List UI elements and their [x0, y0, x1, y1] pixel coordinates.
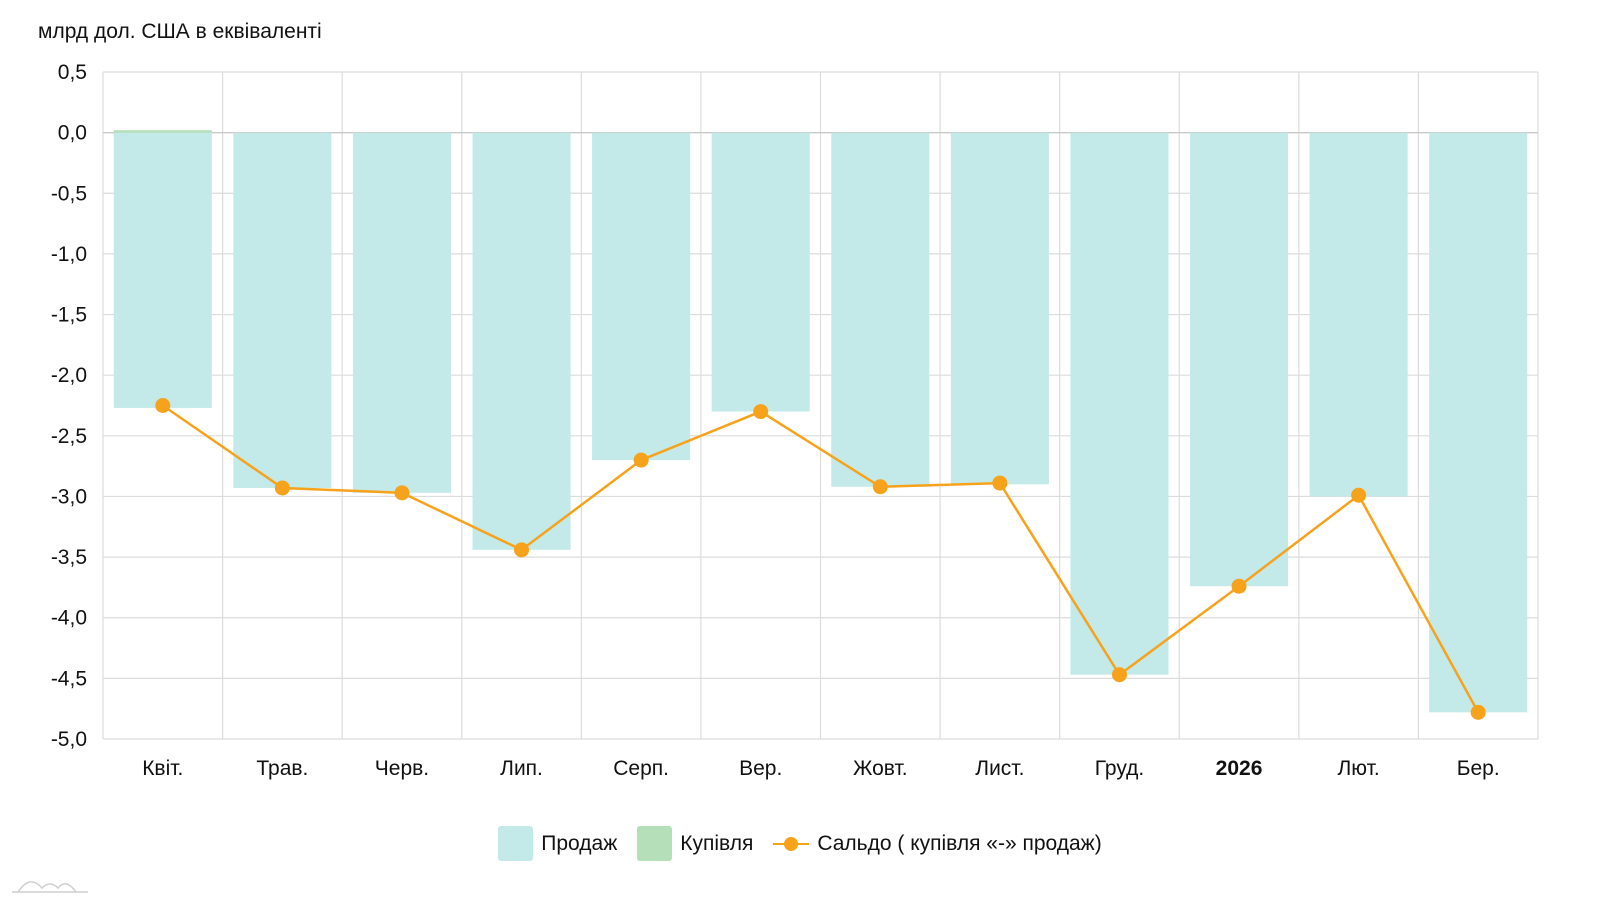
x-tick-label: Лист.: [975, 757, 1024, 780]
bar-sales: [1429, 132, 1528, 713]
x-tick-label: Квіт.: [142, 757, 183, 780]
y-tick-label: -2,5: [51, 425, 87, 448]
bar-sales: [1309, 132, 1408, 497]
legend: Продаж Купівля Сальдо ( купівля «-» прод…: [0, 826, 1600, 861]
y-tick-label: 0,5: [58, 61, 87, 84]
bar-sales: [1190, 132, 1289, 587]
legend-label-sales: Продаж: [541, 831, 618, 855]
x-tick-label: Серп.: [613, 757, 669, 780]
x-tick-label: Лип.: [500, 757, 543, 780]
balance-line-path: [162, 404, 1480, 713]
legend-swatch-balance: [773, 834, 810, 854]
bar-sales: [831, 132, 930, 487]
balance-point[interactable]: [514, 542, 530, 558]
bar-sales: [233, 132, 332, 488]
balance-point[interactable]: [1470, 704, 1486, 720]
bars: [113, 130, 1528, 713]
bar-sales: [352, 132, 451, 493]
legend-label-balance: Сальдо ( купівля «-» продаж): [817, 831, 1102, 855]
x-tick-label: Вер.: [739, 757, 782, 780]
x-tick-label: Груд.: [1095, 757, 1145, 780]
balance-line: [155, 398, 1486, 720]
y-tick-label: -4,5: [51, 667, 87, 690]
legend-swatch-sales: [498, 826, 534, 861]
bar-sales: [711, 132, 810, 412]
legend-item-balance[interactable]: Сальдо ( купівля «-» продаж): [773, 831, 1102, 856]
x-tick-label: Трав.: [256, 757, 308, 780]
y-tick-label: -1,0: [51, 243, 87, 266]
y-tick-label: -3,5: [51, 546, 87, 569]
bar-purchase: [113, 130, 212, 133]
balance-point[interactable]: [1351, 487, 1367, 503]
bar-sales: [950, 132, 1049, 485]
y-tick-label: -0,5: [51, 182, 87, 205]
y-tick-label: -2,0: [51, 364, 87, 387]
grid-lines: [102, 71, 1539, 740]
balance-point[interactable]: [394, 485, 410, 501]
x-tick-label: Черв.: [375, 757, 429, 780]
x-tick-label: Лют.: [1338, 757, 1380, 780]
x-tick-label: Бер.: [1457, 757, 1500, 780]
legend-label-purchase: Купівля: [680, 831, 754, 855]
balance-point[interactable]: [992, 475, 1008, 491]
balance-point[interactable]: [633, 452, 649, 468]
y-tick-label: -4,0: [51, 607, 87, 630]
y-axis-unit-label: млрд дол. США в еквіваленті: [38, 20, 322, 43]
balance-point[interactable]: [274, 480, 290, 496]
x-tick-label: 2026: [1216, 757, 1263, 780]
logo-mountain-icon: [12, 881, 88, 893]
bar-sales: [472, 132, 571, 550]
balance-point[interactable]: [1231, 578, 1247, 594]
balance-point[interactable]: [1111, 667, 1127, 683]
bar-sales: [592, 132, 691, 461]
bar-sales: [113, 132, 212, 408]
balance-point[interactable]: [155, 398, 171, 413]
y-tick-label: 0,0: [58, 122, 87, 145]
x-tick-label: Жовт.: [853, 757, 908, 780]
bar-sales: [1070, 132, 1169, 675]
axis-ticks: 0,5 0,0 -0,5 -1,0 -1,5 -2,0 -2,5 -3,0 -3,5 -4,0 -4…: [51, 61, 1500, 780]
legend-item-purchase[interactable]: Купівля: [637, 826, 753, 861]
y-tick-label: -3,0: [51, 485, 87, 508]
balance-point[interactable]: [753, 404, 769, 420]
y-tick-label: -5,0: [51, 728, 87, 751]
y-tick-label: -1,5: [51, 304, 87, 327]
balance-point[interactable]: [872, 479, 888, 495]
legend-item-sales[interactable]: Продаж: [498, 826, 617, 861]
legend-swatch-purchase: [637, 826, 673, 861]
